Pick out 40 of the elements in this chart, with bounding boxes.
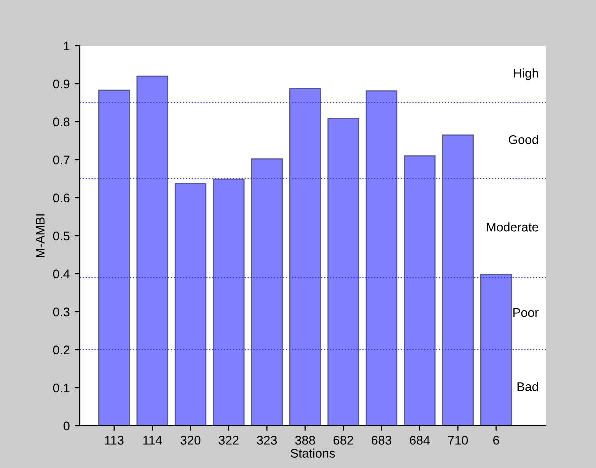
y-tick-label: 0.2	[53, 346, 70, 355]
bar	[213, 178, 245, 426]
bar	[404, 156, 436, 426]
x-tick-label: 114	[144, 436, 162, 445]
y-tick-label: 0.1	[53, 384, 70, 393]
bar	[480, 274, 512, 426]
bar	[366, 90, 398, 426]
y-tick-label: 0.6	[53, 194, 70, 203]
annotation: Moderate	[487, 222, 538, 232]
x-tick-label: 683	[372, 436, 392, 445]
y-tick-label: 0.3	[53, 308, 70, 317]
bar	[174, 183, 207, 426]
bar	[442, 134, 474, 426]
y-tick-label: 0.8	[53, 118, 70, 127]
x-tick-label: 684	[410, 436, 430, 445]
y-tick-label: 0.4	[53, 270, 70, 279]
y-tick-label: 0.9	[53, 80, 70, 89]
x-tick-label: 710	[448, 436, 468, 445]
x-axis-title: Stations	[290, 448, 336, 458]
annotation: High	[514, 68, 538, 80]
x-tick-label: 323	[257, 436, 278, 445]
x-tick-label: 682	[334, 436, 354, 445]
x-tick-label: 322	[219, 436, 239, 445]
y-tick-label: 0.5	[53, 232, 70, 241]
annotation: Bad	[518, 382, 538, 392]
bar	[98, 90, 130, 426]
x-tick-label: 113	[105, 436, 124, 445]
bar	[328, 118, 360, 426]
annotation: Poor	[514, 308, 539, 318]
annotation: Good	[509, 135, 538, 144]
y-tick-label: 0	[64, 422, 70, 431]
x-tick-label: 6	[494, 436, 500, 445]
y-tick-label: 0.7	[53, 156, 70, 165]
y-tick-label: 1	[64, 42, 70, 51]
bar	[251, 158, 283, 426]
bar	[290, 88, 322, 426]
x-tick-label: 388	[295, 436, 316, 445]
x-tick-label: 320	[180, 436, 201, 445]
y-axis-title: M-AMBI	[36, 214, 45, 258]
bar	[136, 76, 168, 426]
